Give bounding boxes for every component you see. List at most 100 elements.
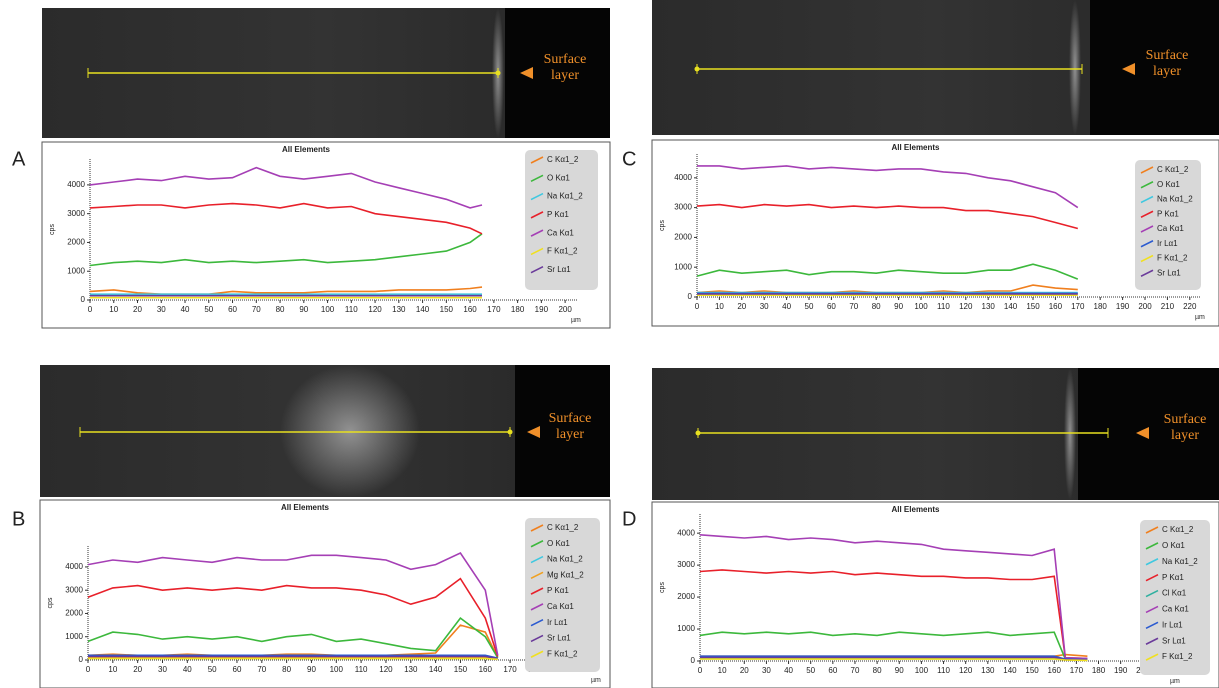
- x-tick-label: 20: [740, 666, 749, 675]
- x-tick-label: 110: [937, 666, 950, 675]
- legend-swatch: [530, 247, 544, 256]
- legend-label: Na Kα1_2: [547, 555, 583, 564]
- legend-label: Sr Lα1: [547, 265, 571, 274]
- legend: [525, 518, 600, 672]
- legend-label: Cl Kα1: [1162, 589, 1187, 598]
- x-tick-label: 220: [1183, 302, 1197, 311]
- x-tick-label: 130: [392, 305, 406, 314]
- x-axis-label: µm: [571, 317, 581, 324]
- legend-swatch: [530, 524, 544, 532]
- series-line: [87, 577, 499, 657]
- x-tick-label: 50: [806, 666, 815, 675]
- legend-swatch: [530, 587, 544, 595]
- chart-frame: [651, 501, 1219, 688]
- legend-label: O Kα1: [1157, 180, 1180, 189]
- legend-label: F Kα1_2: [1157, 254, 1188, 263]
- legend-label: Ir Lα1: [547, 618, 568, 627]
- x-tick-label: 110: [355, 665, 368, 674]
- arrow: [520, 67, 533, 79]
- series-line: [699, 569, 1088, 660]
- x-tick-label: 30: [762, 666, 771, 675]
- y-axis-label: cps: [49, 224, 56, 235]
- scan-point: [507, 429, 513, 435]
- legend-swatch: [530, 174, 544, 183]
- sem-background: [1090, 0, 1219, 135]
- x-tick-label: 190: [1116, 302, 1130, 311]
- legend-swatch: [530, 192, 544, 201]
- legend-label: Sr Lα1: [547, 634, 571, 643]
- x-tick-label: 90: [894, 302, 903, 311]
- legend-label: Sr Lα1: [1162, 636, 1186, 645]
- x-tick-label: 30: [760, 302, 769, 311]
- x-tick-label: 10: [109, 305, 118, 314]
- legend-label: Ca Kα1: [1162, 605, 1189, 614]
- y-tick-label: 0: [691, 656, 696, 665]
- x-tick-label: 160: [463, 305, 477, 314]
- legend-label: Na Kα1_2: [1157, 195, 1193, 204]
- x-tick-label: 160: [479, 665, 493, 674]
- x-tick-label: 200: [558, 305, 572, 314]
- x-tick-label: 180: [1092, 666, 1106, 675]
- x-tick-label: 150: [440, 305, 454, 314]
- x-tick-label: 40: [782, 302, 791, 311]
- x-tick-label: 170: [487, 305, 501, 314]
- x-tick-label: 130: [404, 665, 418, 674]
- legend-label: O Kα1: [1162, 541, 1185, 550]
- x-tick-label: 200: [1138, 302, 1152, 311]
- x-tick-label: 70: [849, 302, 858, 311]
- chart-title: All Elements: [891, 143, 940, 152]
- legend-label: Na Kα1_2: [1162, 557, 1198, 566]
- legend-swatch: [1145, 589, 1159, 598]
- legend-swatch: [530, 571, 544, 580]
- legend-label: F Kα1_2: [547, 247, 578, 256]
- y-axis-label: cps: [47, 597, 54, 608]
- x-tick-label: 70: [257, 665, 266, 674]
- x-tick-label: 10: [108, 665, 117, 674]
- x-tick-label: 0: [86, 665, 91, 674]
- annotation: Surface layer: [548, 411, 592, 442]
- legend-swatch: [1145, 653, 1159, 661]
- x-tick-label: 90: [299, 305, 308, 314]
- annotation: Surface layer: [543, 52, 587, 83]
- x-tick-label: 120: [959, 302, 973, 311]
- y-tick-label: 1000: [677, 624, 695, 633]
- series-line: [89, 233, 483, 267]
- y-tick-label: 3000: [674, 203, 692, 212]
- x-tick-label: 30: [157, 305, 166, 314]
- y-tick-label: 2000: [677, 592, 695, 601]
- x-tick-label: 60: [228, 305, 237, 314]
- x-tick-label: 100: [914, 302, 928, 311]
- x-tick-label: 40: [181, 305, 190, 314]
- legend-label: C Kα1_2: [1157, 165, 1189, 174]
- x-tick-label: 90: [895, 666, 904, 675]
- legend-swatch: [530, 540, 544, 548]
- annotation: Surface layer: [1163, 412, 1207, 443]
- legend-swatch: [1140, 181, 1154, 189]
- series-line: [700, 658, 1088, 662]
- x-tick-label: 170: [503, 665, 517, 674]
- panel-label: B: [12, 508, 25, 530]
- x-tick-label: 120: [368, 305, 382, 314]
- x-tick-label: 60: [233, 665, 242, 674]
- x-tick-label: 10: [715, 302, 724, 311]
- legend: [525, 150, 598, 290]
- x-tick-label: 170: [1071, 302, 1085, 311]
- legend-label: F Kα1_2: [547, 649, 578, 658]
- series-line: [88, 657, 498, 661]
- series-line: [88, 655, 498, 660]
- legend-label: Ca Kα1: [1157, 224, 1184, 233]
- y-tick-label: 2000: [674, 233, 692, 242]
- legend-label: P Kα1: [547, 210, 569, 219]
- legend-swatch: [1145, 526, 1159, 534]
- series-line: [699, 534, 1088, 660]
- legend-swatch: [1145, 542, 1159, 550]
- legend-swatch: [1140, 254, 1154, 263]
- x-tick-label: 40: [784, 666, 793, 675]
- annotation: Surface layer: [1145, 48, 1189, 79]
- y-tick-label: 4000: [674, 173, 692, 182]
- x-tick-label: 140: [416, 305, 430, 314]
- x-tick-label: 140: [429, 665, 443, 674]
- x-tick-label: 20: [133, 305, 142, 314]
- x-tick-label: 210: [1161, 302, 1175, 311]
- x-tick-label: 50: [805, 302, 814, 311]
